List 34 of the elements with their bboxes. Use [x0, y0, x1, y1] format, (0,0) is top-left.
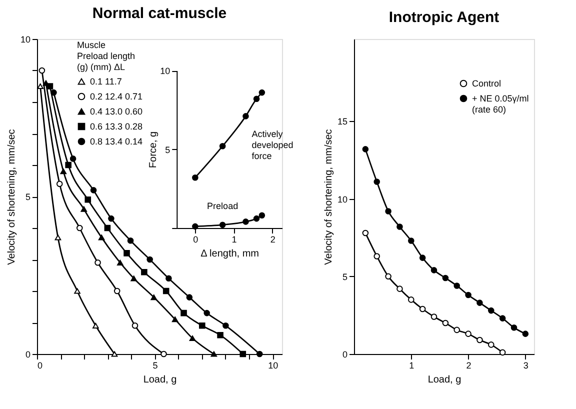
y-tick-label: 5	[25, 192, 30, 202]
chart-title: Normal cat-muscle	[92, 5, 227, 22]
y-tick-label: 0	[25, 350, 30, 360]
x-tick-label: 2	[466, 360, 472, 370]
x-tick-label: 3	[523, 360, 528, 370]
x-tick-label: 1	[232, 234, 237, 244]
legend-label: 0.2 12.4 0.71	[90, 92, 143, 102]
legend-title: Muscle Preload length (g) (mm) ΔL	[77, 40, 136, 72]
y-axis-title: Velocity of shortening, mm/sec	[6, 129, 18, 265]
y-axis-title: Velocity of shortening, mm/sec	[323, 129, 334, 265]
legend-label: 0.8 13.4 0.14	[90, 136, 143, 146]
x-axis-title: Load, g	[428, 374, 462, 386]
y-tick-label: 0	[342, 350, 348, 360]
chart-title: Inotropic Agent	[388, 9, 500, 26]
legend-label: Control	[472, 78, 502, 88]
legend-label: + NE 0.05γ/ml (rate 60)	[472, 94, 529, 114]
x-axis-title: Load, g	[143, 374, 177, 386]
series-label: Actively developed force	[252, 129, 294, 162]
x-tick-label: 5	[152, 360, 158, 370]
x-tick-label: 10	[268, 360, 278, 370]
x-axis-title: Δ length, mm	[200, 248, 260, 260]
x-tick-label: 1	[409, 360, 414, 370]
y-tick-label: 10	[20, 34, 30, 44]
y-axis-title: Force, g	[148, 131, 160, 168]
series-label: Preload	[207, 200, 238, 211]
legend-label: 0.1 11.7	[90, 76, 122, 86]
legend-label: 0.6 13.3 0.28	[90, 122, 143, 132]
x-tick-label: 0	[193, 234, 198, 244]
y-tick-label: 5	[342, 272, 348, 282]
x-tick-label: 0	[38, 360, 43, 370]
y-tick-label: 15	[337, 116, 348, 127]
legend-label: 0.4 13.0 0.60	[90, 106, 143, 116]
y-tick-label: 10	[337, 194, 348, 204]
x-tick-label: 2	[270, 234, 276, 244]
